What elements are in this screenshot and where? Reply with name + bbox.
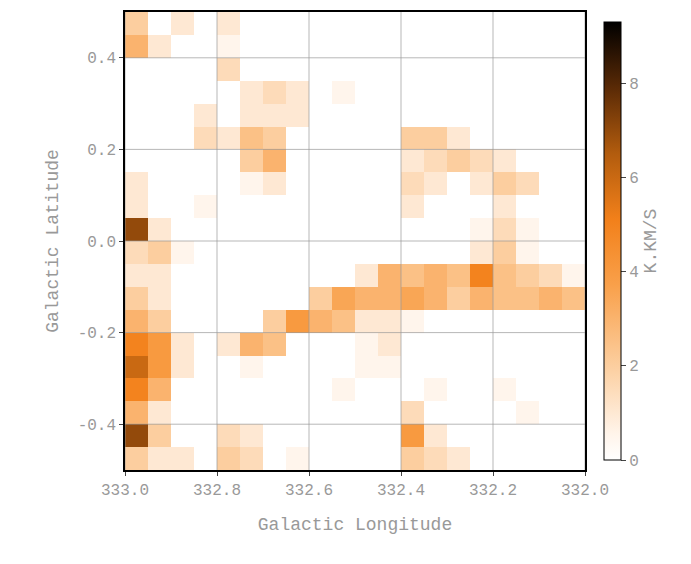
svg-text:332.8: 332.8 — [193, 482, 241, 500]
svg-text:4: 4 — [629, 264, 639, 282]
svg-text:-0.2: -0.2 — [78, 325, 116, 343]
svg-text:332.2: 332.2 — [469, 482, 517, 500]
svg-text:332.6: 332.6 — [285, 482, 333, 500]
svg-text:Galactic Latitude: Galactic Latitude — [43, 149, 63, 333]
svg-text:0: 0 — [629, 453, 639, 471]
svg-text:2: 2 — [629, 358, 639, 376]
svg-text:Galactic Longitude: Galactic Longitude — [258, 515, 452, 535]
svg-text:6: 6 — [629, 170, 639, 188]
svg-text:0.0: 0.0 — [87, 234, 116, 252]
svg-text:332.0: 332.0 — [561, 482, 609, 500]
svg-text:0.4: 0.4 — [87, 50, 116, 68]
svg-text:332.4: 332.4 — [377, 482, 425, 500]
svg-text:8: 8 — [629, 76, 639, 94]
svg-text:K.KM/S: K.KM/S — [641, 209, 661, 274]
svg-text:333.0: 333.0 — [101, 482, 149, 500]
svg-text:0.2: 0.2 — [87, 142, 116, 160]
svg-text:-0.4: -0.4 — [78, 417, 116, 435]
